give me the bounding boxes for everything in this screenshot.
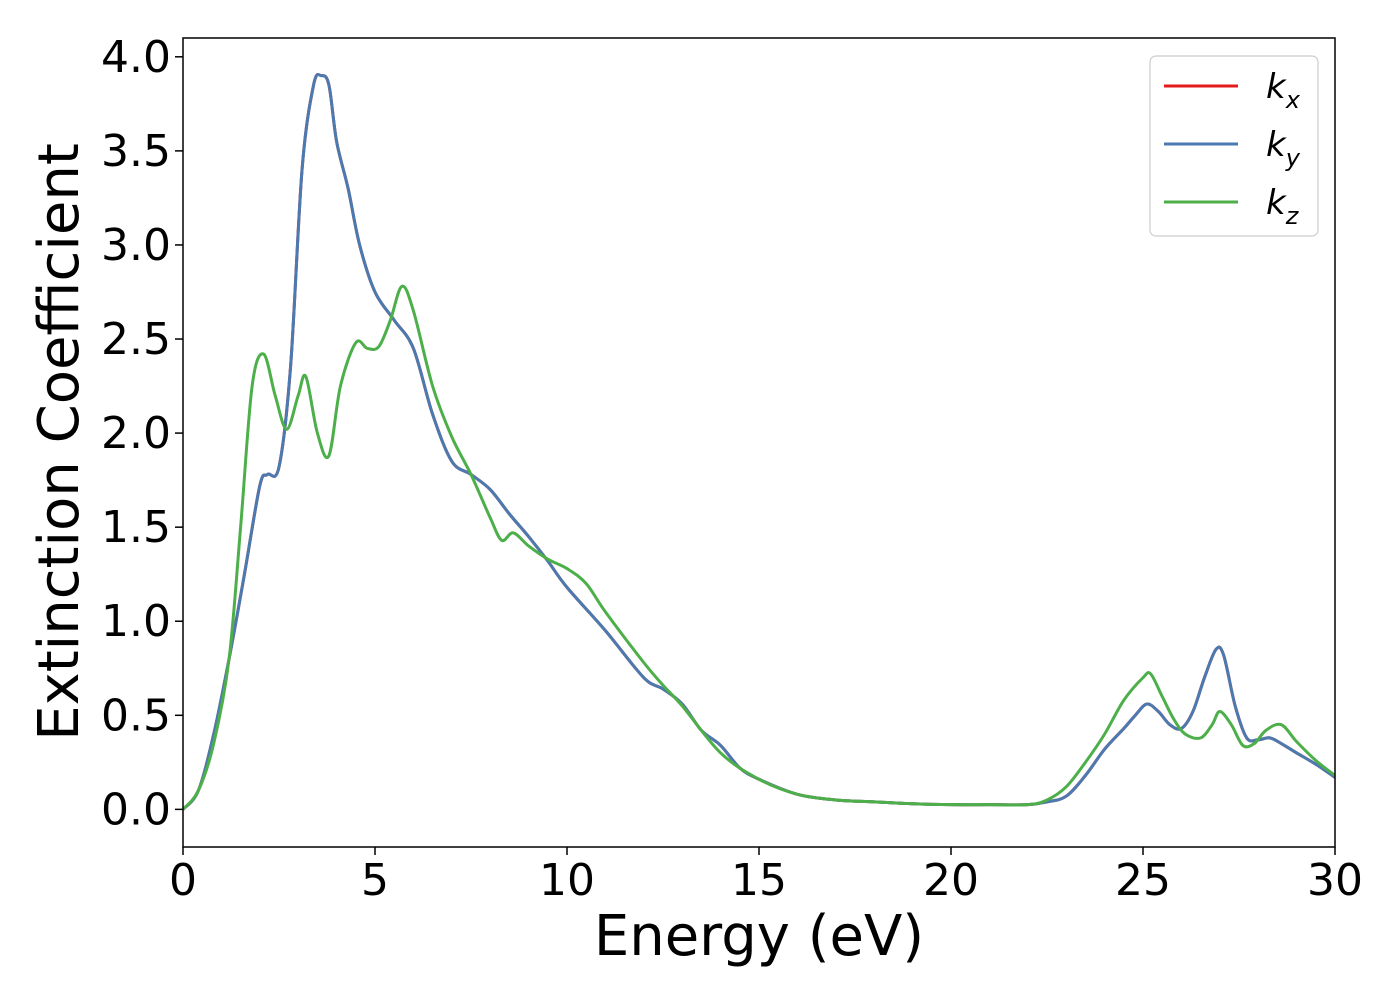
x-axis: 0 5 10 15 20 25 30 bbox=[169, 847, 1363, 906]
legend-label-kz: kz bbox=[1266, 183, 1300, 230]
x-tick-label: 10 bbox=[539, 855, 595, 906]
legend-label-ky: ky bbox=[1266, 125, 1301, 172]
legend: kx ky kz bbox=[1149, 55, 1319, 237]
y-tick-label: 0.0 bbox=[101, 784, 171, 835]
legend-box bbox=[1149, 55, 1319, 237]
x-axis-label: Energy (eV) bbox=[594, 904, 924, 969]
series-layer bbox=[183, 72, 1335, 811]
y-axis-label: Extinction Coefficient bbox=[27, 143, 92, 741]
y-tick-label: 3.5 bbox=[101, 126, 171, 177]
legend-label-kx: kx bbox=[1266, 67, 1301, 114]
x-tick-label: 20 bbox=[923, 855, 979, 906]
y-tick-label: 1.0 bbox=[101, 596, 171, 647]
y-tick-label: 2.0 bbox=[101, 408, 171, 459]
x-tick-label: 15 bbox=[731, 855, 787, 906]
series-line-kz bbox=[183, 284, 1335, 811]
x-tick-label: 5 bbox=[361, 855, 389, 906]
y-axis: 0.0 0.5 1.0 1.5 2.0 2.5 3.0 3.5 4.0 bbox=[101, 32, 183, 835]
x-tick-label: 25 bbox=[1115, 855, 1171, 906]
y-tick-label: 4.0 bbox=[101, 32, 171, 83]
y-tick-label: 2.5 bbox=[101, 314, 171, 365]
y-tick-label: 0.5 bbox=[101, 690, 171, 741]
x-tick-label: 30 bbox=[1307, 855, 1363, 906]
y-tick-label: 3.0 bbox=[101, 220, 171, 271]
x-tick-label: 0 bbox=[169, 855, 197, 906]
y-tick-label: 1.5 bbox=[101, 502, 171, 553]
